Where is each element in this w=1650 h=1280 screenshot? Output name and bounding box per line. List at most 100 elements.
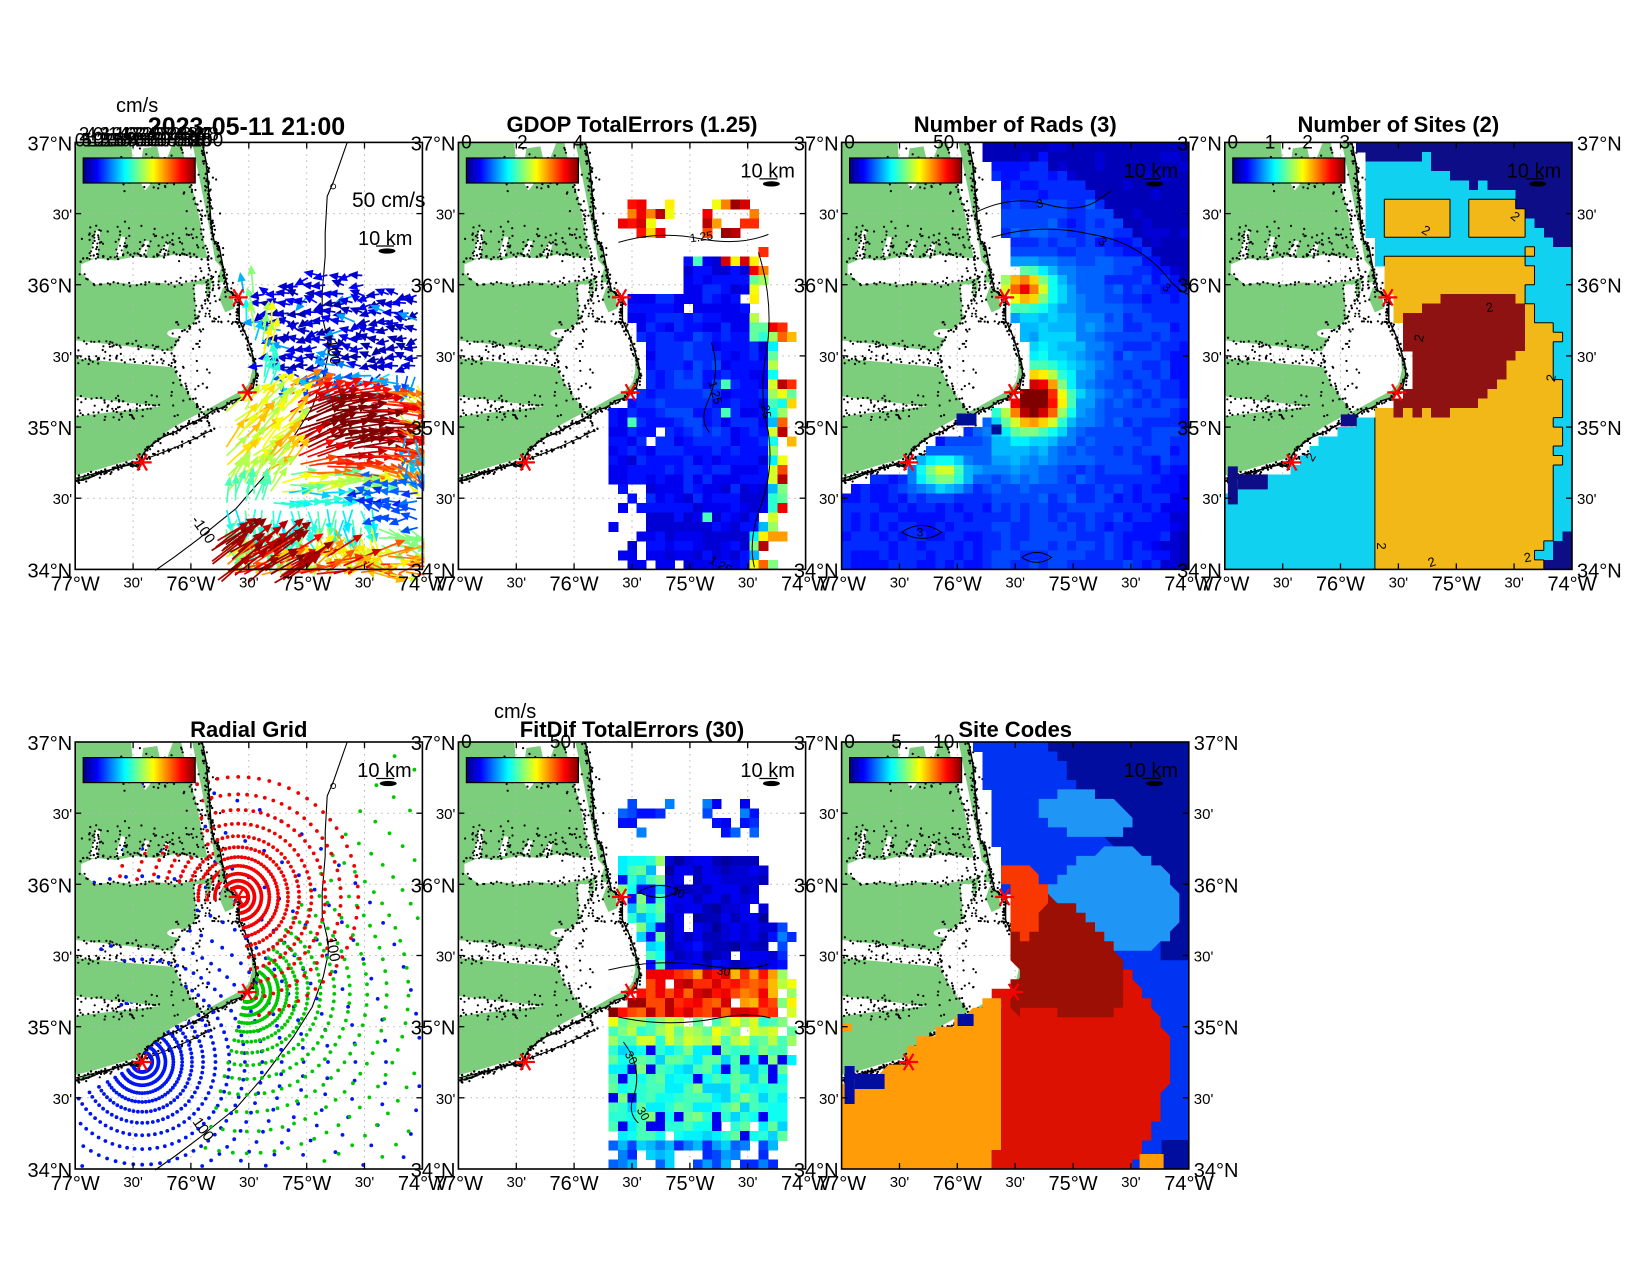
- svg-text:2: 2: [517, 132, 528, 153]
- svg-text:30': 30': [819, 1091, 839, 1108]
- svg-text:32: 32: [156, 124, 177, 145]
- svg-text:30': 30': [738, 574, 758, 591]
- svg-text:36°N: 36°N: [794, 875, 839, 897]
- svg-text:30': 30': [819, 491, 839, 508]
- svg-text:0: 0: [461, 732, 472, 753]
- svg-text:75°W: 75°W: [665, 1173, 714, 1195]
- svg-text:76°W: 76°W: [933, 573, 982, 595]
- svg-text:30': 30': [53, 949, 73, 966]
- svg-text:30': 30': [1577, 207, 1597, 224]
- svg-text:75°W: 75°W: [1432, 573, 1481, 595]
- svg-text:FitDif TotalErrors (30): FitDif TotalErrors (30): [520, 717, 745, 742]
- svg-text:.25: .25: [757, 400, 774, 419]
- svg-text:30': 30': [1194, 1091, 1214, 1108]
- svg-text:25: 25: [103, 130, 124, 151]
- svg-text:35°N: 35°N: [411, 1018, 456, 1040]
- svg-text:30': 30': [1202, 207, 1222, 224]
- svg-text:10: 10: [83, 130, 104, 151]
- svg-text:30': 30': [53, 1091, 73, 1108]
- svg-text:GDOP TotalErrors (1.25): GDOP TotalErrors (1.25): [506, 112, 757, 137]
- svg-text:30': 30': [819, 806, 839, 823]
- svg-text:76°W: 76°W: [1316, 573, 1365, 595]
- svg-text:50 cm/s: 50 cm/s: [352, 189, 426, 212]
- svg-text:34°N: 34°N: [1577, 560, 1622, 582]
- svg-text:30': 30': [819, 949, 839, 966]
- svg-text:34°N: 34°N: [28, 560, 73, 582]
- svg-text:35°N: 35°N: [1177, 418, 1222, 440]
- svg-text:48: 48: [198, 124, 219, 145]
- svg-text:75°W: 75°W: [282, 1173, 331, 1195]
- svg-text:95: 95: [190, 130, 211, 151]
- svg-text:30': 30': [738, 1174, 758, 1191]
- svg-text:30': 30': [1577, 349, 1597, 366]
- svg-text:77°W: 77°W: [434, 1173, 483, 1195]
- svg-text:75: 75: [170, 130, 191, 151]
- svg-text:74°W: 74°W: [398, 573, 447, 595]
- svg-text:30': 30': [1202, 491, 1222, 508]
- svg-text:30': 30': [239, 574, 259, 591]
- svg-text:74°W: 74°W: [1547, 573, 1596, 595]
- svg-text:30': 30': [819, 207, 839, 224]
- svg-text:30': 30': [123, 1174, 143, 1191]
- svg-text:2: 2: [1302, 132, 1313, 153]
- svg-text:28: 28: [149, 124, 170, 145]
- svg-text:30': 30': [890, 574, 910, 591]
- svg-text:0: 0: [844, 732, 855, 753]
- svg-text:30': 30': [355, 1174, 375, 1191]
- svg-text:0: 0: [844, 132, 855, 153]
- svg-text:10: 10: [933, 732, 954, 753]
- svg-text:30': 30': [1577, 491, 1597, 508]
- svg-text:6: 6: [93, 124, 104, 145]
- svg-text:30': 30': [436, 949, 456, 966]
- svg-text:65: 65: [157, 130, 178, 151]
- svg-text:37°N: 37°N: [1577, 133, 1622, 155]
- svg-text:5: 5: [81, 130, 92, 151]
- svg-text:34°N: 34°N: [794, 560, 839, 582]
- svg-text:76°W: 76°W: [550, 1173, 599, 1195]
- svg-text:2: 2: [1523, 549, 1533, 565]
- svg-text:30': 30': [890, 1174, 910, 1191]
- svg-text:30': 30': [1504, 574, 1524, 591]
- svg-text:80: 80: [177, 130, 198, 151]
- svg-text:34°N: 34°N: [1177, 560, 1222, 582]
- svg-text:76°W: 76°W: [166, 573, 215, 595]
- svg-text:1: 1: [1265, 132, 1276, 153]
- svg-text:26: 26: [142, 124, 163, 145]
- svg-text:10 km: 10 km: [358, 228, 412, 250]
- svg-text:74°W: 74°W: [1164, 1173, 1213, 1195]
- svg-text:34: 34: [163, 124, 185, 145]
- svg-text:35°N: 35°N: [28, 1018, 73, 1040]
- svg-text:85: 85: [183, 130, 204, 151]
- svg-text:37°N: 37°N: [1177, 133, 1222, 155]
- svg-text:36°N: 36°N: [411, 875, 456, 897]
- svg-text:2023-05-11 21:00: 2023-05-11 21:00: [148, 113, 345, 141]
- svg-text:cm/s: cm/s: [494, 701, 536, 723]
- svg-text:2: 2: [79, 124, 90, 145]
- svg-text:34°N: 34°N: [28, 1160, 73, 1182]
- svg-text:50: 50: [136, 130, 157, 151]
- svg-text:16: 16: [115, 124, 136, 145]
- svg-text:Site Codes: Site Codes: [958, 717, 1072, 742]
- svg-text:Radial Grid: Radial Grid: [190, 717, 307, 742]
- svg-text:4: 4: [573, 132, 584, 153]
- svg-text:50: 50: [933, 132, 954, 153]
- svg-text:74°W: 74°W: [781, 573, 830, 595]
- svg-text:Number of Rads (3): Number of Rads (3): [914, 112, 1117, 137]
- svg-text:5: 5: [891, 732, 902, 753]
- svg-text:38: 38: [177, 124, 198, 145]
- svg-text:30': 30': [622, 574, 642, 591]
- svg-text:30': 30': [53, 491, 73, 508]
- svg-text:77°W: 77°W: [817, 573, 866, 595]
- svg-text:77°W: 77°W: [434, 573, 483, 595]
- svg-text:30': 30': [53, 806, 73, 823]
- svg-text:77°W: 77°W: [51, 573, 100, 595]
- svg-text:37°N: 37°N: [28, 133, 73, 155]
- svg-text:4: 4: [86, 124, 97, 145]
- svg-text:2: 2: [1426, 554, 1438, 571]
- svg-text:36°N: 36°N: [794, 276, 839, 298]
- svg-text:75°W: 75°W: [1049, 1173, 1098, 1195]
- svg-text:35°N: 35°N: [28, 418, 73, 440]
- svg-text:30': 30': [436, 349, 456, 366]
- svg-text:30: 30: [716, 963, 732, 979]
- svg-text:35°N: 35°N: [794, 418, 839, 440]
